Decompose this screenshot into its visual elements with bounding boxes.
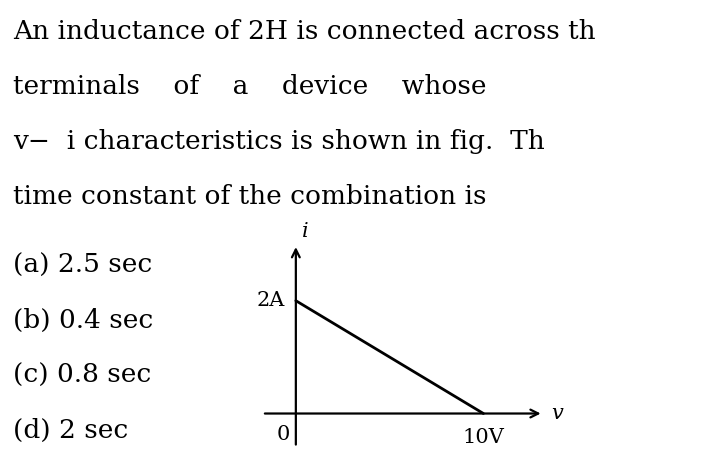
Text: (b) 0.4 sec: (b) 0.4 sec bbox=[13, 308, 154, 333]
Text: terminals    of    a    device    whose: terminals of a device whose bbox=[13, 74, 486, 99]
Text: i: i bbox=[301, 222, 308, 241]
Text: 0: 0 bbox=[277, 425, 290, 444]
Text: (c) 0.8 sec: (c) 0.8 sec bbox=[13, 363, 151, 388]
Text: time constant of the combination is: time constant of the combination is bbox=[13, 184, 486, 209]
Text: 2A: 2A bbox=[256, 291, 285, 310]
Text: 10V: 10V bbox=[462, 428, 505, 446]
Text: v: v bbox=[551, 404, 563, 423]
Text: v−  i characteristics is shown in fig.  Th: v− i characteristics is shown in fig. Th bbox=[13, 129, 545, 154]
Text: An inductance of 2H is connected across th: An inductance of 2H is connected across … bbox=[13, 19, 596, 44]
Text: (d) 2 sec: (d) 2 sec bbox=[13, 418, 128, 443]
Text: (a) 2.5 sec: (a) 2.5 sec bbox=[13, 253, 152, 278]
